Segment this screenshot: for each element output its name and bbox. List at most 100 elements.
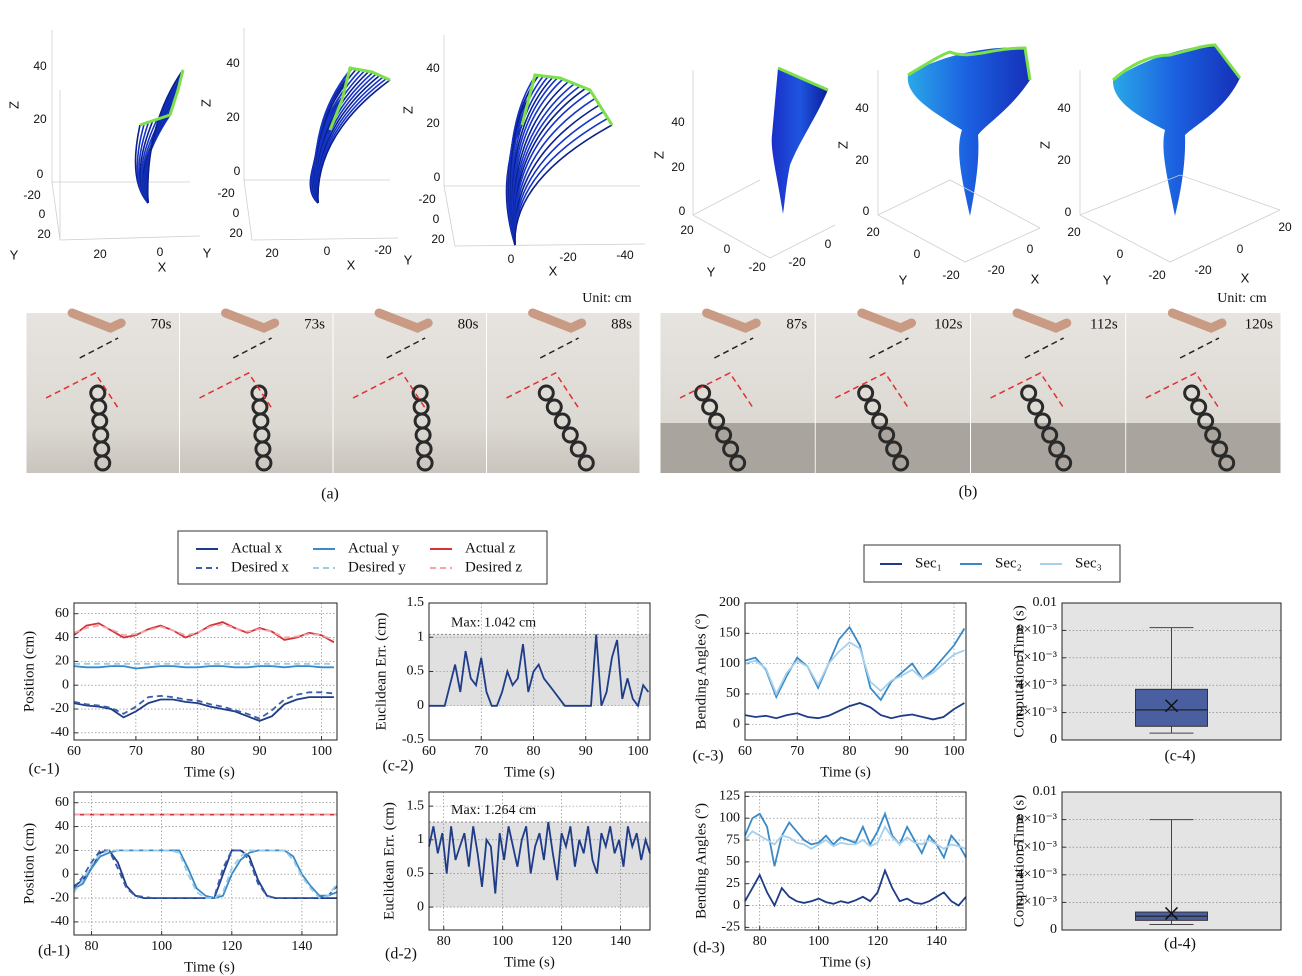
y-axis-title: Bending Angles (°) <box>693 614 709 730</box>
funnel <box>908 47 1030 216</box>
axis-label: X <box>158 259 167 274</box>
x-tick-label: 120 <box>867 934 888 949</box>
annotation: Max: 1.264 cm <box>451 803 536 818</box>
y-tick-label: 100 <box>719 656 740 671</box>
photo: 112s <box>971 313 1125 473</box>
photo: 87s <box>661 313 815 473</box>
axis-label: X <box>1241 270 1250 285</box>
group-label: (a) <box>321 486 339 503</box>
x-tick-label: 140 <box>610 934 631 949</box>
x-tick-label: 100 <box>151 939 172 954</box>
time-label: 112s <box>1090 316 1118 332</box>
group-label: (b) <box>959 484 978 501</box>
time-label: 73s <box>304 316 325 332</box>
photo: 88s <box>487 313 640 473</box>
floor <box>971 423 1125 473</box>
panel-label: (c-1) <box>28 761 59 778</box>
axis-box <box>444 35 645 246</box>
z-tick-label: 20 <box>33 112 47 126</box>
unit-label: Unit: cm <box>582 291 631 306</box>
axis-label: Z <box>1037 141 1052 149</box>
panel-label: (d-2) <box>385 946 417 963</box>
legend-label: Actual y <box>348 540 400 556</box>
y-tick-label: 0 <box>433 212 440 226</box>
x-tick-label: 20 <box>1278 220 1292 234</box>
x-tick-label: -40 <box>616 248 634 262</box>
x-tick-label: 90 <box>895 744 909 759</box>
z-tick-label: 20 <box>426 116 440 130</box>
x-tick-label: -20 <box>1194 263 1212 277</box>
chart: 02×10⁻³4×10⁻³6×10⁻³8×10⁻³0.01Computation… <box>1011 595 1281 764</box>
time-label: 88s <box>611 316 632 332</box>
x-axis-title: Time (s) <box>820 764 871 780</box>
legend-label: Actual z <box>465 540 516 556</box>
y-tick-label: -25 <box>721 920 740 935</box>
axis-label: Z <box>6 101 21 109</box>
funnel-shapes <box>772 45 1240 216</box>
legend-label: Desired z <box>465 559 522 575</box>
chart: -40-20020406060708090100Time (s)Position… <box>21 603 337 780</box>
z-tick-label: 40 <box>855 101 869 115</box>
y-tick-label: 50 <box>726 686 740 701</box>
x-tick-label: 120 <box>221 939 242 954</box>
y-tick-label: 0 <box>733 716 740 731</box>
photo: 70s <box>27 313 180 473</box>
axis-label: Y <box>10 247 19 262</box>
x-tick-label: 60 <box>67 744 81 759</box>
y-tick-label: 0 <box>417 698 424 713</box>
time-label: 87s <box>786 316 807 332</box>
unit-label: Unit: cm <box>1217 291 1266 306</box>
axis-label: X <box>347 257 356 272</box>
time-label: 102s <box>934 316 963 332</box>
y-axis-title: Position (cm) <box>21 823 37 904</box>
y-tick-label: 0.01 <box>1033 784 1058 799</box>
z-tick-label: 40 <box>426 61 440 75</box>
x-tick-label: -20 <box>788 255 806 269</box>
x-axis-title: Time (s) <box>504 954 555 970</box>
x-tick-label: 80 <box>437 934 451 949</box>
y-tick-label: 60 <box>55 795 69 810</box>
z-tick-label: 0 <box>234 164 241 178</box>
panel-label: (d-4) <box>1164 936 1196 953</box>
x-tick-label: 140 <box>926 934 947 949</box>
photo-frame <box>27 313 180 473</box>
axis-box <box>52 30 200 240</box>
axis-label: Z <box>400 106 415 114</box>
y-tick-label: 20 <box>431 232 445 246</box>
x-tick-label: 80 <box>85 939 99 954</box>
legend: Actual xDesired xActual yDesired yActual… <box>178 531 547 584</box>
axis-label: Y <box>707 264 716 279</box>
x-axis-title: Time (s) <box>184 959 235 975</box>
box <box>1136 689 1208 726</box>
panel-label: (d-1) <box>38 943 70 960</box>
y-tick-label: 40 <box>55 630 69 645</box>
legend-label: Sec₁ <box>915 555 942 571</box>
z-tick-label: 20 <box>855 153 869 167</box>
y-tick-label: 1 <box>417 832 424 847</box>
x-tick-label: 90 <box>253 744 267 759</box>
y-tick-label: 0.5 <box>407 664 425 679</box>
annotation: Max: 1.042 cm <box>451 616 536 631</box>
x-tick-label: 0 <box>1027 242 1034 256</box>
x-tick-label: 0 <box>508 252 515 266</box>
x-tick-label: -20 <box>559 250 577 264</box>
panel-label: (c-2) <box>382 758 413 775</box>
y-axis-title: Bending Angles (°) <box>693 803 709 919</box>
z-tick-label: 0 <box>434 170 441 184</box>
y-tick-label: -40 <box>50 725 69 740</box>
legend-label: Sec₂ <box>995 555 1022 571</box>
chart: Max: 1.042 cm-0.500.511.560708090100Time… <box>373 595 650 780</box>
y-tick-label: -20 <box>23 188 41 202</box>
z-tick-label: 0 <box>37 167 44 181</box>
y-tick-label: -20 <box>418 192 436 206</box>
y-tick-label: 0 <box>914 247 921 261</box>
axis-label: Y <box>203 245 212 260</box>
y-tick-label: 200 <box>719 595 740 610</box>
z-tick-label: 40 <box>226 56 240 70</box>
y-axis-title: Computation Time (s) <box>1011 605 1027 738</box>
y-tick-label: -40 <box>50 914 69 929</box>
y-tick-label: -20 <box>748 260 766 274</box>
z-tick-label: 20 <box>1057 153 1071 167</box>
